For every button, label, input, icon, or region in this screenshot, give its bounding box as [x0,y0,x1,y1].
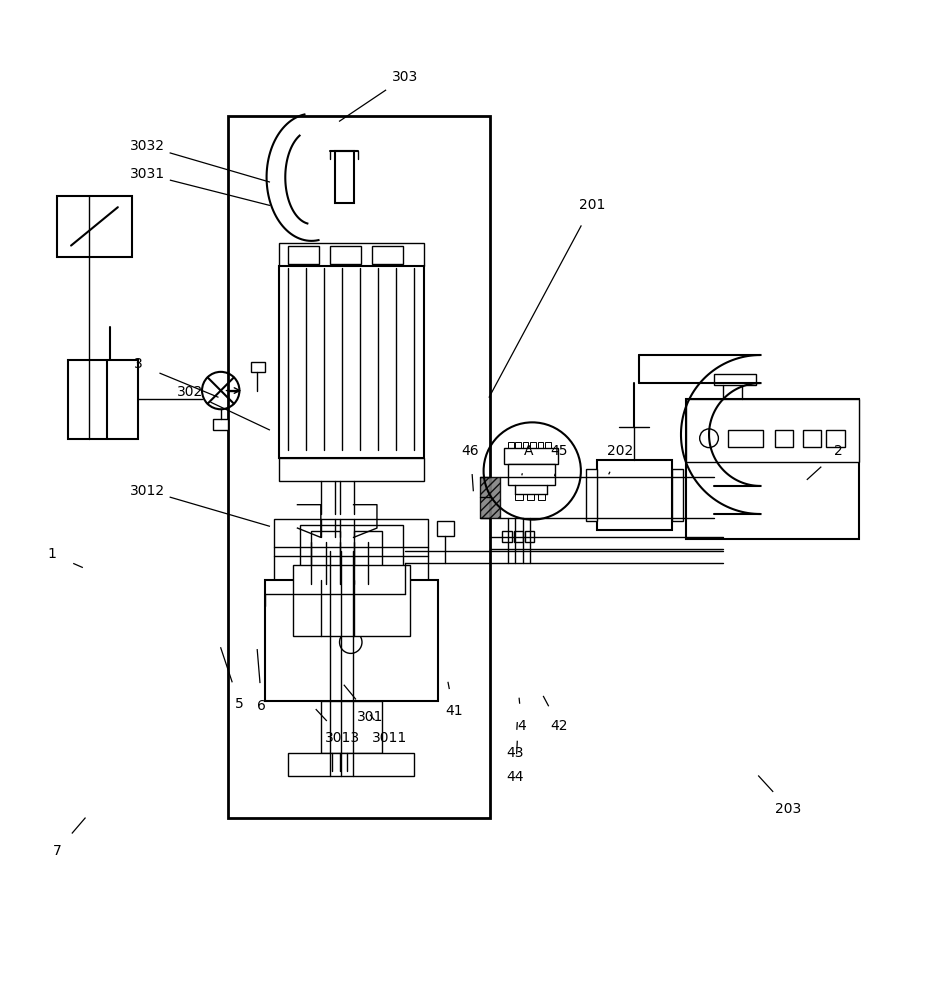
Bar [516,494,523,500]
Bar [727,430,763,447]
Text: 301: 301 [358,710,384,724]
Bar [279,266,423,458]
Bar [321,701,382,753]
Text: 3032: 3032 [130,139,166,153]
Text: 41: 41 [445,704,462,718]
Bar [311,584,391,636]
Bar [373,246,403,264]
Text: 45: 45 [550,444,568,458]
Bar [354,531,382,572]
Bar [686,399,859,539]
Bar [774,430,793,447]
Bar [826,430,845,447]
Bar [330,246,361,264]
Text: 3011: 3011 [372,731,407,745]
Bar [516,442,521,448]
Bar [514,531,523,542]
Bar [335,151,354,203]
Text: 2: 2 [834,444,842,458]
Bar [288,246,319,264]
Bar [523,442,529,448]
Bar [214,419,229,430]
Bar [538,494,546,500]
Bar [686,399,859,462]
Text: 6: 6 [258,699,266,713]
Text: 303: 303 [391,70,418,84]
Bar [250,362,264,372]
Bar [311,531,340,572]
Bar [69,360,138,439]
Bar [279,458,423,481]
Bar [288,753,414,776]
Bar [527,494,534,500]
Bar [502,531,512,542]
Text: 3: 3 [134,357,143,371]
Text: 203: 203 [775,802,802,816]
Text: A: A [524,444,534,458]
Bar [508,464,554,485]
Text: 3013: 3013 [325,731,359,745]
Text: 5: 5 [235,697,244,711]
Text: 1: 1 [48,547,56,561]
Bar [274,519,428,584]
Text: 4: 4 [518,719,526,733]
Bar [57,196,132,257]
Text: 302: 302 [177,385,203,399]
Text: 43: 43 [506,746,524,760]
Bar [803,430,821,447]
Polygon shape [297,505,321,537]
Bar [531,442,536,448]
Bar [264,580,438,701]
Bar [713,374,756,385]
Bar [229,116,490,818]
Text: 44: 44 [506,770,524,784]
Bar [538,442,544,448]
Bar [300,525,403,578]
Text: 3012: 3012 [130,484,166,498]
Bar [546,442,550,448]
Bar [279,243,423,266]
Bar [437,521,454,536]
Bar [672,469,683,521]
Bar [525,531,534,542]
Bar [597,460,672,530]
Text: 46: 46 [462,444,479,458]
Bar [585,469,597,521]
Text: 201: 201 [579,198,605,212]
Polygon shape [354,505,377,537]
Bar [293,565,409,636]
Text: 3031: 3031 [130,167,166,181]
Bar [480,477,501,518]
Text: 202: 202 [607,444,633,458]
Bar [504,448,558,464]
Bar [508,442,514,448]
Text: 42: 42 [550,719,568,733]
Text: 7: 7 [53,844,61,858]
